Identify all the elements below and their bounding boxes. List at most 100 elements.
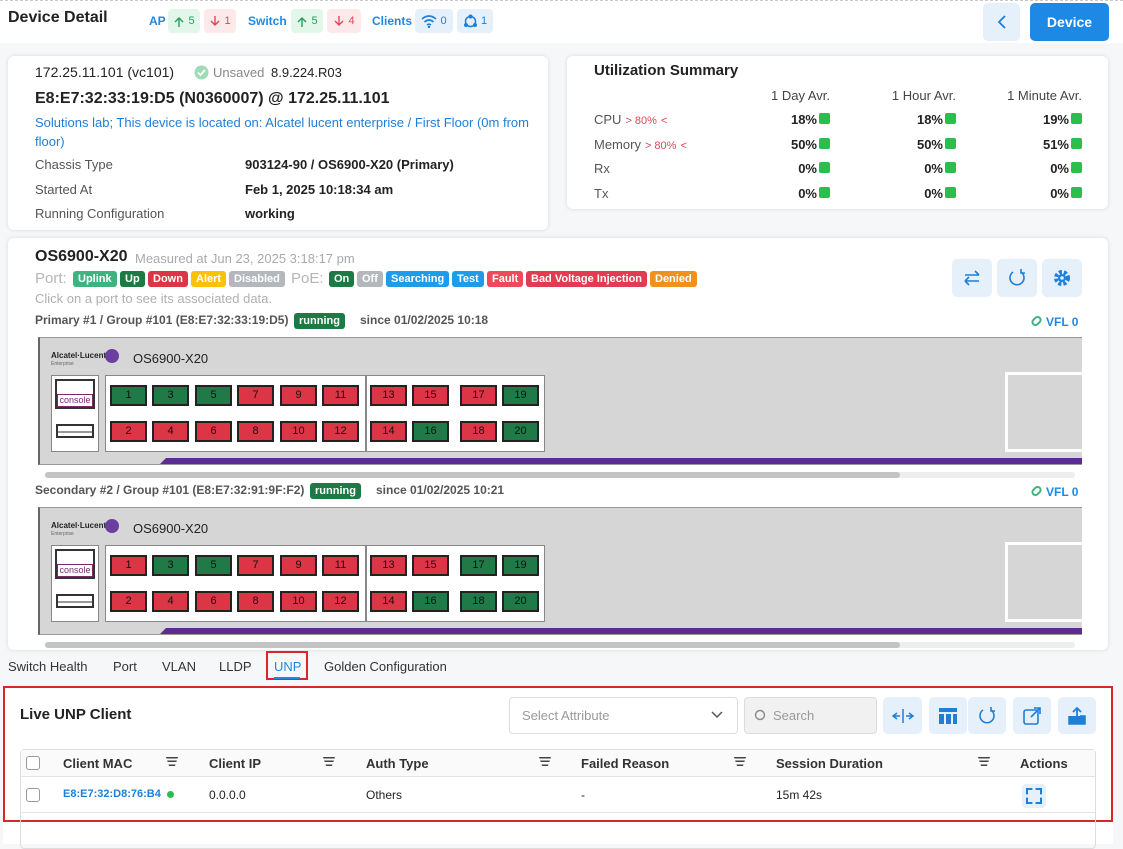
console-label[interactable]: console (57, 564, 93, 577)
switch-up-badge[interactable]: 5 (291, 9, 323, 33)
device-name: E8:E7:32:33:19:D5 (N0360007) @ 172.25.11… (35, 90, 390, 107)
port[interactable]: 13 (370, 385, 407, 406)
port[interactable]: 2 (110, 421, 147, 442)
panel-model: OS6900-X20 (133, 521, 209, 536)
client-mac[interactable]: E8:E7:32:D8:76:B4 (63, 788, 161, 800)
port[interactable]: 14 (370, 421, 407, 442)
ap-up-badge[interactable]: 5 (168, 9, 200, 33)
port[interactable]: 16 (412, 591, 449, 612)
path-shape (334, 15, 344, 26)
port[interactable]: 2 (110, 591, 147, 612)
port[interactable]: 9 (280, 385, 317, 406)
attribute-select[interactable] (509, 697, 738, 734)
row-label: Memory > 80% < (594, 137, 687, 152)
network-icon (463, 14, 477, 27)
tab[interactable]: Port (113, 659, 137, 674)
select-placeholder: Select Attribute (522, 708, 610, 723)
filter-icon[interactable] (166, 757, 178, 766)
port[interactable]: 5 (195, 385, 232, 406)
port[interactable]: 9 (280, 555, 317, 576)
port[interactable]: 5 (195, 555, 232, 576)
port[interactable]: 17 (460, 385, 497, 406)
console-label[interactable]: console (57, 394, 93, 407)
back-button[interactable] (983, 3, 1020, 41)
port[interactable]: 4 (152, 591, 189, 612)
columns-button[interactable] (929, 697, 967, 734)
port[interactable]: 8 (237, 421, 274, 442)
switch-down: 4 (348, 15, 355, 27)
tab[interactable]: LLDP (219, 659, 252, 674)
port[interactable]: 7 (237, 555, 274, 576)
port[interactable]: 10 (280, 591, 317, 612)
settings-button[interactable] (1042, 259, 1082, 297)
port[interactable]: 8 (237, 591, 274, 612)
export-button[interactable] (1058, 697, 1096, 734)
port[interactable]: 19 (502, 555, 539, 576)
tab[interactable]: Golden Configuration (324, 659, 447, 674)
brand: Alcatel·Lucent (51, 351, 107, 360)
port[interactable]: 7 (237, 385, 274, 406)
switch-down-badge[interactable]: 4 (327, 9, 361, 33)
port[interactable]: 6 (195, 421, 232, 442)
port[interactable]: 19 (502, 385, 539, 406)
port[interactable]: 4 (152, 421, 189, 442)
port[interactable]: 14 (370, 591, 407, 612)
port[interactable]: 18 (460, 421, 497, 442)
path-shape (421, 15, 437, 26)
reload-button[interactable] (968, 697, 1006, 734)
open-button[interactable] (1013, 697, 1051, 734)
status-dot (945, 137, 956, 149)
wired-badge[interactable]: 1 (457, 9, 493, 33)
filter-icon[interactable] (539, 757, 551, 766)
filter-icon[interactable] (323, 757, 335, 766)
tab[interactable]: Switch Health (8, 659, 88, 674)
ap-down-badge[interactable]: 1 (204, 9, 236, 33)
port[interactable]: 11 (322, 555, 359, 576)
port[interactable]: 10 (280, 421, 317, 442)
tab[interactable]: UNP (274, 659, 302, 674)
fit-button[interactable] (883, 697, 922, 734)
checkbox[interactable] (26, 788, 40, 802)
port[interactable]: 17 (460, 555, 497, 576)
brand: Alcatel·Lucent (51, 521, 107, 530)
field-label: Chassis Type (35, 157, 113, 172)
console-port (55, 379, 95, 409)
port[interactable]: 1 (110, 555, 147, 576)
path-shape (979, 706, 995, 723)
port[interactable]: 20 (502, 421, 539, 442)
port[interactable]: 6 (195, 591, 232, 612)
filter-icon[interactable] (978, 757, 990, 766)
panel-stripe (160, 458, 1082, 464)
port[interactable]: 13 (370, 555, 407, 576)
path-shape (964, 270, 980, 286)
search-box[interactable] (744, 697, 877, 734)
legend-badge: Fault (487, 271, 524, 287)
status-dot (1071, 113, 1082, 124)
table-row-line (21, 812, 1095, 813)
swap-button[interactable] (952, 259, 992, 297)
port[interactable]: 15 (412, 385, 449, 406)
port[interactable]: 16 (412, 421, 449, 442)
port[interactable]: 3 (152, 555, 189, 576)
port[interactable]: 3 (152, 385, 189, 406)
circle-shape (428, 25, 431, 28)
search-icon (754, 709, 766, 721)
port[interactable]: 15 (412, 555, 449, 576)
device-button[interactable]: Device (1030, 3, 1109, 41)
port[interactable]: 12 (322, 591, 359, 612)
port[interactable]: 20 (502, 591, 539, 612)
down-icon (334, 15, 344, 26)
wifi-icon (421, 15, 437, 28)
wireless-badge[interactable]: 0 (415, 9, 453, 33)
tab[interactable]: VLAN (162, 659, 196, 674)
refresh-button[interactable] (997, 259, 1037, 297)
filter-icon[interactable] (734, 757, 746, 766)
rect-shape (953, 713, 957, 724)
circle-shape (463, 22, 468, 27)
port[interactable]: 12 (322, 421, 359, 442)
port[interactable]: 1 (110, 385, 147, 406)
port[interactable]: 11 (322, 385, 359, 406)
path-shape (1009, 269, 1025, 286)
checkbox[interactable] (26, 756, 40, 770)
port[interactable]: 18 (460, 591, 497, 612)
